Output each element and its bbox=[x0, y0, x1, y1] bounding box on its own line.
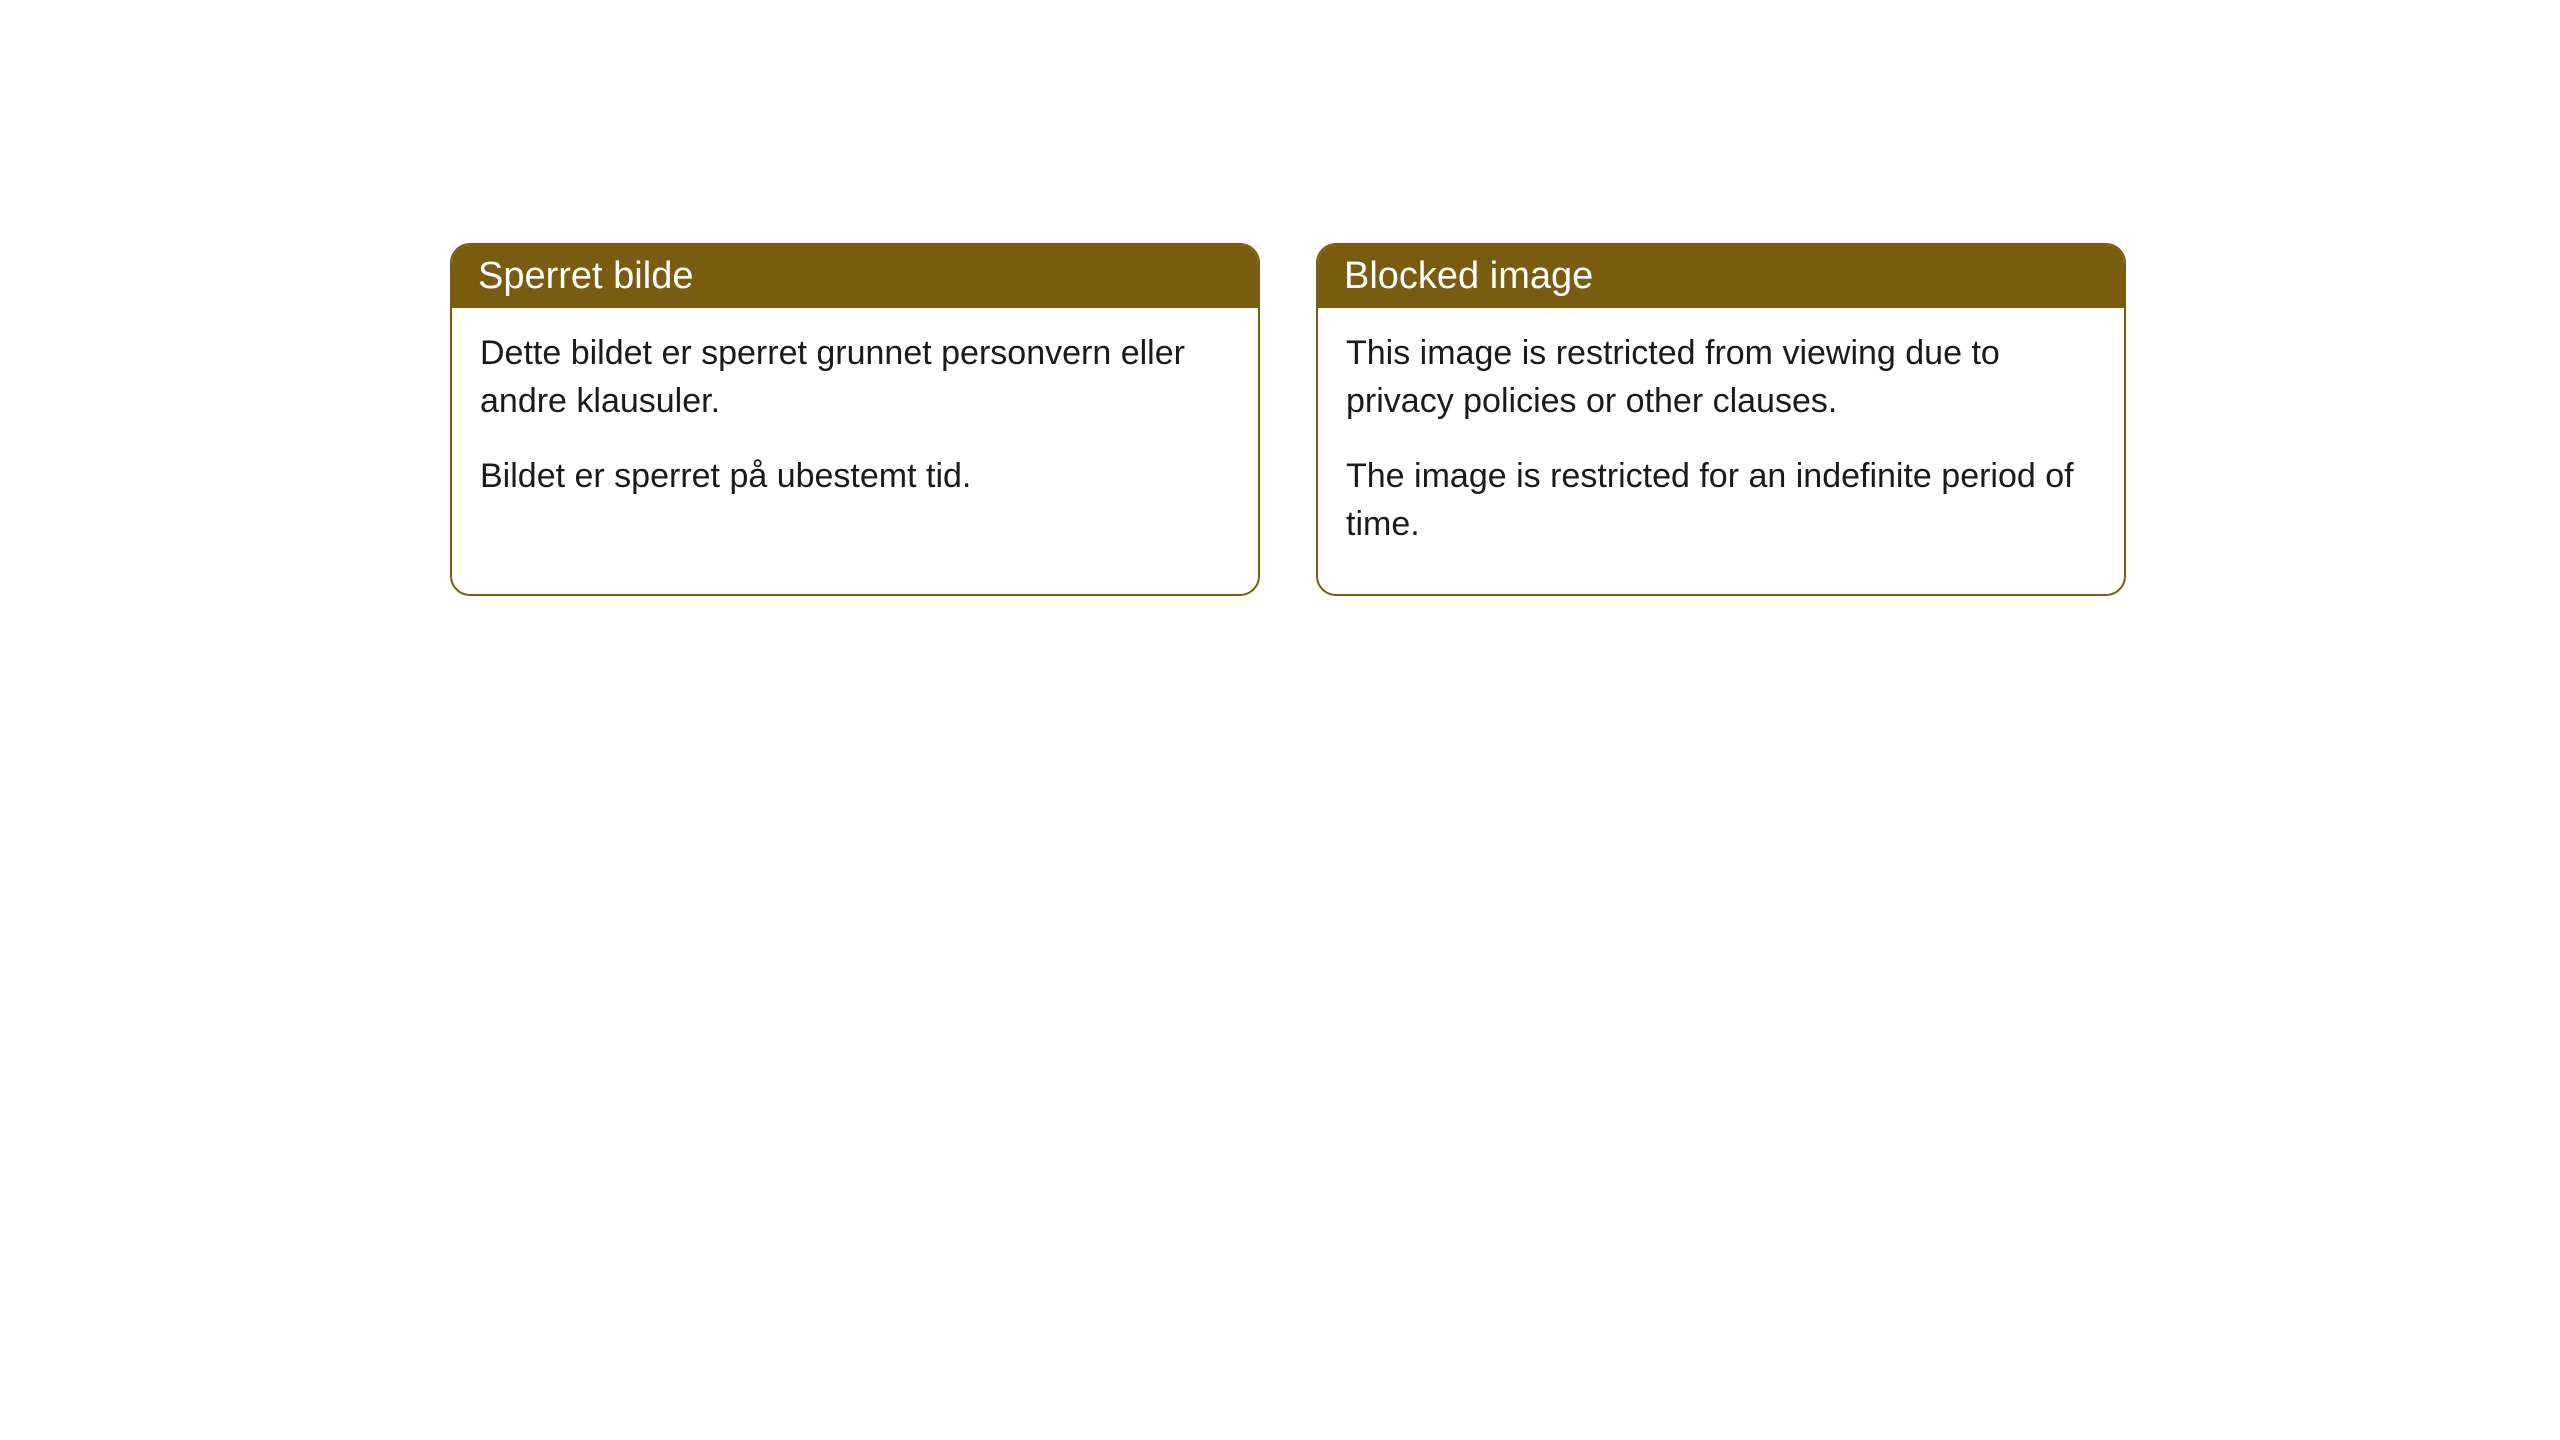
card-title: Sperret bilde bbox=[478, 255, 693, 297]
card-paragraph: This image is restricted from viewing du… bbox=[1346, 330, 2096, 425]
card-body: Dette bildet er sperret grunnet personve… bbox=[452, 308, 1258, 547]
card-header: Blocked image bbox=[1318, 245, 2124, 308]
blocked-image-card-english: Blocked image This image is restricted f… bbox=[1316, 243, 2126, 596]
card-title: Blocked image bbox=[1344, 255, 1593, 297]
notice-cards-container: Sperret bilde Dette bildet er sperret gr… bbox=[450, 243, 2126, 596]
card-header: Sperret bilde bbox=[452, 245, 1258, 308]
card-paragraph: Bildet er sperret på ubestemt tid. bbox=[480, 453, 1230, 501]
blocked-image-card-norwegian: Sperret bilde Dette bildet er sperret gr… bbox=[450, 243, 1260, 596]
card-body: This image is restricted from viewing du… bbox=[1318, 308, 2124, 594]
card-paragraph: Dette bildet er sperret grunnet personve… bbox=[480, 330, 1230, 425]
card-paragraph: The image is restricted for an indefinit… bbox=[1346, 453, 2096, 548]
